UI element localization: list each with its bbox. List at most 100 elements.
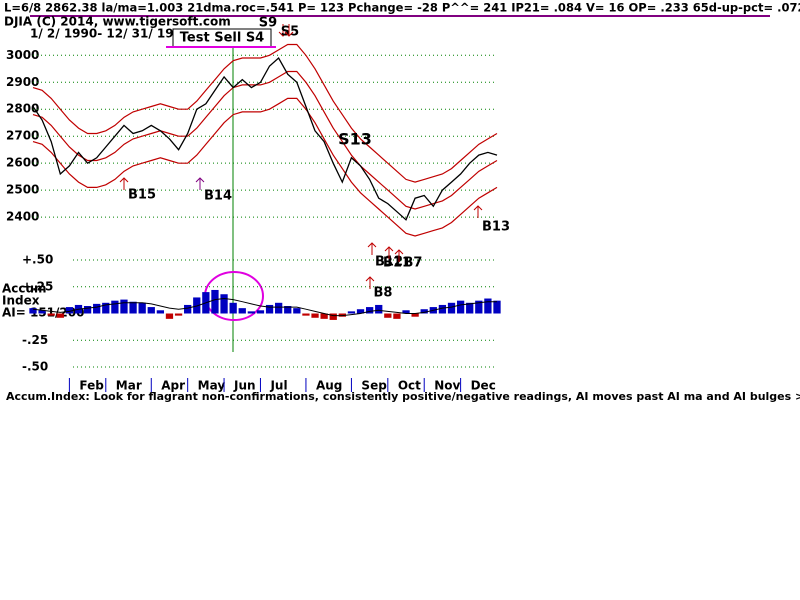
band-line: [32, 70, 498, 210]
ai-bar: [302, 313, 310, 316]
x-tick-label: Aug: [316, 379, 342, 393]
annotation: B15: [128, 188, 156, 203]
header: L=6/8 2862.38 la/ma=1.003 21dma.roc=.541…: [4, 1, 800, 15]
band-line: [32, 97, 498, 237]
ai-bar: [83, 306, 92, 314]
y-tick-label: 2700: [6, 129, 39, 143]
ai-tick-label: -.25: [22, 333, 48, 347]
ai-bar: [174, 313, 183, 316]
ai-bar: [256, 310, 265, 314]
x-tick-label: Dec: [471, 379, 496, 393]
y-tick-label: 3000: [6, 48, 39, 62]
signal-arrow: [119, 177, 129, 190]
ai-bar: [111, 300, 119, 314]
x-tick-label: Oct: [398, 379, 421, 393]
ai-bar: [211, 289, 219, 314]
ai-tick-label: +.25: [22, 279, 53, 293]
x-tick-label: May: [198, 379, 226, 393]
ai-bar: [220, 294, 228, 314]
footer: Accum.Index: Look for flagrant non-confi…: [6, 390, 800, 403]
ai-bar: [29, 308, 37, 314]
ai-bar: [156, 310, 165, 314]
ai-bar: [466, 302, 474, 314]
ai-bar: [329, 313, 337, 320]
signal-arrow: [367, 242, 377, 255]
ai-bar: [229, 302, 237, 314]
band-line: [32, 43, 498, 183]
ai-bar: [420, 309, 428, 314]
ai-bar: [284, 306, 292, 314]
ai-bar: [38, 310, 46, 314]
ai-bar: [147, 307, 155, 314]
y-tick-label: 2800: [6, 102, 39, 116]
ai-bar: [402, 310, 410, 314]
x-tick-label: Sep: [361, 379, 387, 393]
y-tick-label: 2400: [6, 210, 39, 224]
ai-bar: [347, 311, 356, 314]
chart-title: DJIA (C) 2014, www.tigersoft.com: [4, 15, 231, 29]
ai-bar: [193, 297, 201, 314]
annotation: B12: [375, 255, 403, 270]
ai-ma-line: [32, 297, 497, 317]
x-tick-label: Mar: [116, 379, 142, 393]
x-tick-label: Jun: [233, 379, 256, 393]
ai-bar: [293, 308, 301, 314]
x-tick-label: Jul: [269, 379, 287, 393]
signal-arrow: [365, 276, 375, 289]
ai-bar: [238, 308, 246, 314]
ai-tick-label: -.50: [22, 360, 48, 374]
signal-arrow: [284, 24, 294, 37]
ai-bar: [247, 311, 255, 314]
ai-label: Index: [2, 294, 40, 308]
signal-arrow: [384, 246, 394, 259]
ai-bar: [311, 313, 319, 318]
signal-arrow: [195, 177, 205, 190]
ai-bar: [129, 301, 137, 314]
ai-bar: [484, 298, 492, 314]
x-tick-label: Nov: [434, 379, 460, 393]
ai-bar: [365, 307, 374, 314]
ai-bar: [320, 313, 328, 319]
ai-bar: [275, 302, 283, 314]
y-tick-label: 2900: [6, 75, 39, 89]
ai-bar: [447, 302, 456, 314]
ai-bar: [456, 300, 465, 314]
ai-bar: [375, 304, 383, 314]
ai-bar: [184, 304, 192, 314]
ai-bar: [356, 309, 365, 314]
annotation: B11: [383, 256, 411, 271]
annotation: B14: [204, 189, 232, 204]
y-tick-label: 2500: [6, 183, 39, 197]
ai-bar: [65, 307, 74, 314]
ai-bar: [384, 313, 392, 318]
ai-bar: [56, 313, 64, 318]
ai-bar: [165, 313, 174, 319]
x-tick-label: Apr: [161, 379, 185, 393]
annotation: B8: [374, 286, 393, 301]
annotation: Test Sell S4: [180, 31, 264, 46]
chart-subtitle: 1/ 2/ 1990- 12/ 31/ 1990: [30, 27, 190, 41]
annotation: S13: [338, 130, 372, 149]
ai-bar: [120, 299, 128, 314]
ai-bar: [393, 313, 401, 319]
signal-arrow: [473, 205, 483, 218]
ai-bar: [475, 300, 483, 314]
ai-bar: [93, 303, 101, 314]
price-line: [32, 56, 498, 221]
annotation: S9: [259, 16, 277, 31]
annotation: B7: [404, 256, 423, 271]
ai-tick-label: +.50: [22, 253, 53, 267]
y-tick-label: 2600: [6, 156, 39, 170]
ai-bar: [438, 304, 447, 314]
ai-bar: [411, 313, 419, 317]
x-tick-label: Feb: [79, 379, 104, 393]
ai-bar: [493, 300, 501, 314]
ai-bar: [102, 302, 110, 314]
ai-bar: [265, 304, 274, 314]
signal-arrow: [394, 249, 404, 262]
ai-label: Accum: [2, 282, 47, 296]
annotation: B13: [482, 220, 510, 235]
ai-bar: [138, 302, 146, 314]
